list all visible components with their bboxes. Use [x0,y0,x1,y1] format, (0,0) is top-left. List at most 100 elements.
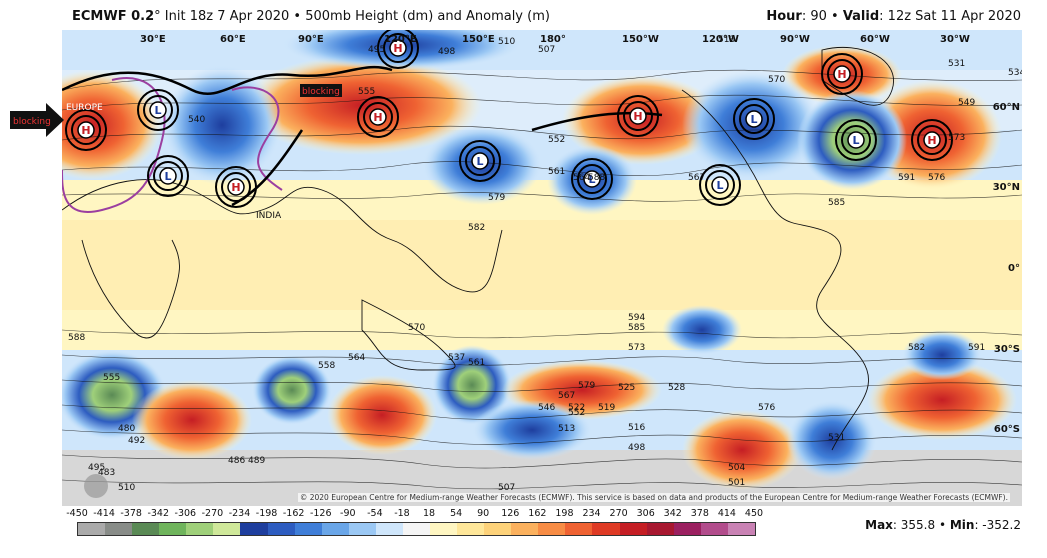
contour-label: 549 [958,98,975,108]
center-ring [147,155,189,197]
center-ring-inner [363,102,393,132]
center-ring [459,140,501,182]
contour-label: 564 [348,353,365,363]
high-pressure-label: H [81,124,90,137]
contour-label: 534 [1008,68,1022,78]
blocking-tag-asia: blocking [302,87,340,97]
blocking-contour-asia [231,86,283,191]
contour-label: 561 [548,167,565,177]
colorbar-tick: 198 [555,508,574,519]
contour-label: 585 [828,198,845,208]
center-ring [699,164,741,206]
latitude-labels: 60°N 30°N 0° 30°S 60°S [993,102,1020,435]
center-marker [369,108,387,126]
center-ring [733,98,775,140]
center-ring [215,166,257,208]
center-ring-inner [577,164,607,194]
colorbar [77,522,756,536]
colorbar-swatch [402,523,431,535]
contour-label: 480 [118,424,135,434]
colorbar-swatch [375,523,403,535]
colorbar-swatch [240,523,268,535]
contour-label: 498 [438,47,455,57]
lon-label: 120°W [702,34,739,45]
colorbar-swatch [700,523,728,535]
high-pressure-label: H [927,134,936,147]
lon-label: 30°E [140,34,166,45]
center-ring [137,89,179,131]
blocking-tag-bg [300,84,342,97]
max-value: : 355.8 • [892,518,950,532]
lat-label: 30°S [994,344,1020,355]
high-pressure-label: H [373,111,382,124]
anomaly-southern-negative [472,400,592,460]
colorbar-tick: -126 [309,508,332,519]
center-marker [833,65,851,83]
contour-label: 582 [468,223,485,233]
lon-label: 60°E [220,34,246,45]
lat-label: 30°N [993,182,1020,193]
contour-label: 558 [318,361,335,371]
colorbar-tick: -198 [255,508,278,519]
contour-label: 588 [588,173,605,183]
contour-label: 567 [558,391,575,401]
colorbar-tick: 306 [636,508,655,519]
center-marker [159,167,177,185]
contour-label: 552 [568,408,585,418]
colorbar-tick: -414 [93,508,115,519]
center-ring-inner [841,125,871,155]
center-marker [629,107,647,125]
model-name: ECMWF 0.2 [72,9,155,24]
colorbar-tick: 162 [528,508,547,519]
contour-label: 525 [618,383,635,393]
colorbar-tick: 18 [422,508,436,519]
high-pressure-label: H [393,42,402,55]
center-ring-inner [143,95,173,125]
anomaly-satlantic-positive [867,360,1017,440]
contour-label: 555 [358,87,375,97]
anomaly-drake-negative [787,400,877,480]
colorbar-swatch [592,523,620,535]
colorbar-tick: -306 [174,508,197,519]
min-label: Min [949,518,975,532]
contour-label: 513 [558,424,575,434]
contour-label: 537 [448,353,465,363]
center-marker [711,176,729,194]
contour-label: 555 [103,373,120,383]
colorbar-swatch [213,523,241,535]
anomaly-spac2-positive [682,410,802,490]
low-pressure-label: L [716,179,723,192]
coast-africa [81,239,180,339]
center-ring-inner [623,101,653,131]
anomaly-aus-positive [327,375,437,455]
colorbar-swatch [348,523,376,535]
center-ring [571,158,613,200]
lon-label: 60°W [860,34,890,45]
anomaly-map: H L L H H H L L H L L H L H 30°E 60°E 90°E 120°E 150°E 180… [62,30,1022,506]
center-ring [911,119,953,161]
lon-label: 120°E [384,34,417,45]
center-marker [583,170,601,188]
colorbar-swatch [267,523,295,535]
arrow-shape [10,103,64,137]
low-pressure-label: L [476,155,483,168]
lon-label: 180° [540,34,566,45]
lat-label: 60°N [993,102,1020,113]
contour-label: 498 [628,443,645,453]
contour-label: 522 [568,403,585,413]
low-pressure-label: L [750,113,757,126]
colorbar-swatch [321,523,349,535]
colorbar-tick: -54 [367,508,383,519]
colorbar-tick: 342 [663,508,682,519]
header: ECMWF 0.2° Init 18z 7 Apr 2020 • 500mb H… [0,0,1047,30]
contour-label: 576 [758,403,775,413]
colorbar-tick: 450 [744,508,764,519]
high-pressure-label: H [231,181,240,194]
contour-label: 504 [728,463,745,473]
center-ring-inner [221,172,251,202]
contour-label: 519 [598,403,615,413]
colorbar-swatch [619,523,647,535]
contour-label: 591 [898,173,915,183]
colorbar-tick: -342 [147,508,170,519]
high-pressure-label: H [633,110,642,123]
